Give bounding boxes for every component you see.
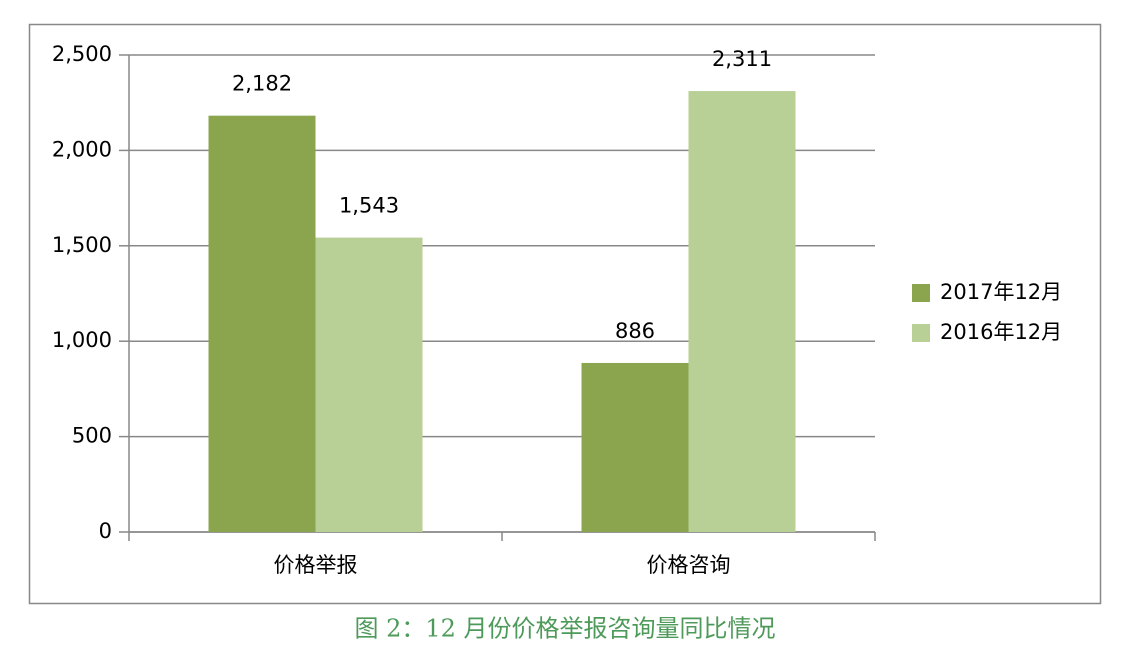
x-tick-label: 价格咨询	[647, 553, 731, 577]
legend-swatch	[912, 324, 930, 342]
y-tick-label: 500	[72, 424, 112, 448]
data-label: 2,182	[232, 72, 292, 96]
y-tick-label: 2,500	[52, 42, 112, 66]
bar	[688, 91, 796, 532]
bar	[581, 362, 689, 532]
legend-label: 2017年12月	[940, 280, 1062, 304]
y-tick-label: 2,000	[52, 137, 112, 161]
y-tick-label: 0	[99, 519, 112, 543]
chart-caption: 图 2：12 月份价格举报咨询量同比情况	[354, 615, 775, 643]
data-label: 2,311	[712, 47, 772, 71]
legend-swatch	[912, 284, 930, 302]
y-tick-label: 1,000	[52, 328, 112, 352]
legend-label: 2016年12月	[940, 320, 1062, 344]
chart-border	[28, 23, 1102, 605]
data-label: 886	[615, 319, 655, 343]
bar	[315, 237, 423, 533]
data-label: 1,543	[339, 194, 399, 218]
x-tick-label: 价格举报	[274, 553, 358, 577]
bar	[208, 115, 316, 532]
y-tick-label: 1,500	[52, 233, 112, 257]
